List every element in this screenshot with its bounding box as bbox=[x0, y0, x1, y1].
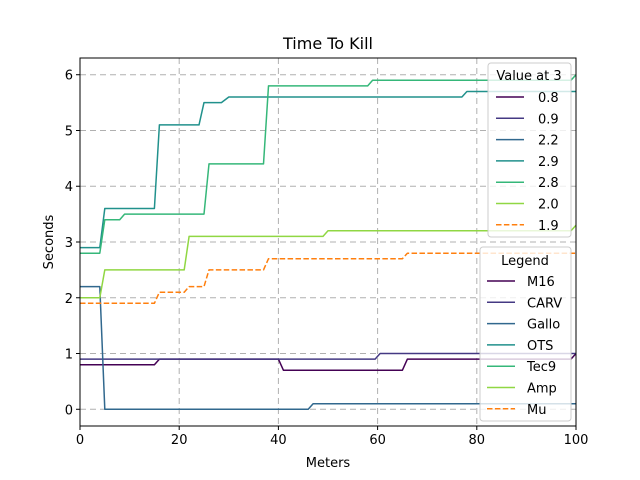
y-tick-label: 1 bbox=[65, 348, 73, 363]
series-line-tec9 bbox=[80, 74, 577, 254]
legend-label: Amp bbox=[527, 382, 557, 397]
x-axis-label: Meters bbox=[306, 456, 351, 471]
legend-label: 2.0 bbox=[538, 198, 559, 213]
x-tick-label: 20 bbox=[171, 433, 188, 448]
series-line-carv bbox=[80, 352, 576, 360]
legend-value-title: Value at 3 bbox=[496, 69, 561, 84]
y-tick-label: 5 bbox=[65, 124, 73, 139]
x-tick-label: 0 bbox=[76, 433, 84, 448]
legend-series-box bbox=[479, 246, 572, 422]
y-tick-label: 0 bbox=[65, 403, 73, 418]
chart-title: Time To Kill bbox=[282, 34, 373, 53]
y-tick-label: 4 bbox=[65, 180, 73, 195]
series-line-ots bbox=[80, 90, 576, 249]
legend-label: 2.8 bbox=[538, 176, 559, 191]
y-axis-label: Seconds bbox=[42, 214, 57, 269]
legend-series: Legend M16 CARV Gallo OTS Tec9 Amp Mu bbox=[479, 246, 572, 422]
legend-label: 2.9 bbox=[538, 155, 559, 170]
x-tick-label: 40 bbox=[270, 433, 287, 448]
x-tick-label: 60 bbox=[369, 433, 386, 448]
legend-label: M16 bbox=[527, 275, 555, 290]
legend-label: 1.9 bbox=[538, 219, 559, 234]
y-tick-label: 3 bbox=[65, 236, 73, 251]
y-tick-label: 2 bbox=[65, 292, 73, 307]
series-line-gallo bbox=[80, 285, 576, 411]
legend-label: 0.8 bbox=[538, 91, 559, 106]
legend-label: Mu bbox=[527, 403, 546, 418]
y-axis-ticks: 0 1 2 3 4 5 6 bbox=[65, 69, 80, 418]
legend-label: 0.9 bbox=[538, 112, 559, 127]
legend-value-box bbox=[487, 62, 572, 238]
legend-label: CARV bbox=[527, 296, 562, 311]
x-axis-ticks: 0 20 40 60 80 100 bbox=[76, 426, 589, 448]
y-tick-label: 6 bbox=[65, 69, 73, 84]
x-tick-label: 100 bbox=[564, 433, 589, 448]
x-tick-label: 80 bbox=[469, 433, 486, 448]
legend-label: 2.2 bbox=[538, 134, 559, 149]
legend-series-title: Legend bbox=[501, 254, 549, 269]
legend-label: Gallo bbox=[527, 318, 560, 333]
legend-label: OTS bbox=[527, 339, 553, 354]
legend-label: Tec9 bbox=[526, 360, 556, 375]
legend-value-at-3: Value at 3 0.8 0.9 2.2 2.9 2.8 2.0 1.9 bbox=[487, 62, 572, 238]
series-line-mu bbox=[80, 252, 576, 305]
